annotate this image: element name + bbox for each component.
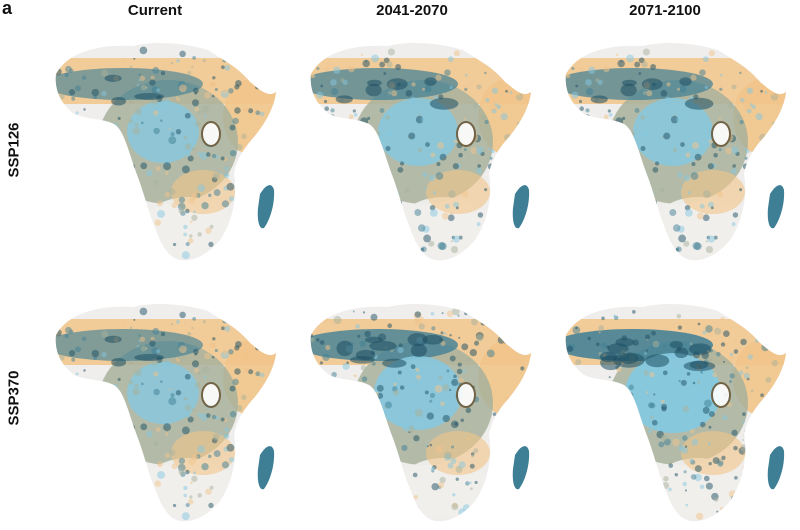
row-title-ssp126: SSP126 — [5, 122, 23, 178]
column-title-2071-2100: 2071-2100 — [629, 2, 701, 19]
map-ssp370-current — [28, 283, 278, 528]
map-ssp370-2041-2070 — [283, 283, 533, 528]
row-title-ssp370: SSP370 — [5, 370, 23, 426]
madagascar-shape — [512, 185, 530, 229]
panel-letter: a — [2, 0, 13, 18]
map-ssp126-current — [28, 22, 278, 267]
map-ssp370-2071-2100 — [538, 283, 788, 528]
madagascar-shape — [767, 185, 785, 229]
map-ssp126-2071-2100 — [538, 22, 788, 267]
column-title-current: Current — [127, 2, 183, 19]
madagascar-shape — [512, 446, 530, 490]
madagascar-shape — [257, 185, 275, 229]
madagascar-shape — [257, 446, 275, 490]
column-title-2041-2070: 2041-2070 — [376, 2, 448, 19]
map-ssp126-2041-2070 — [283, 22, 533, 267]
madagascar-shape — [767, 446, 785, 490]
